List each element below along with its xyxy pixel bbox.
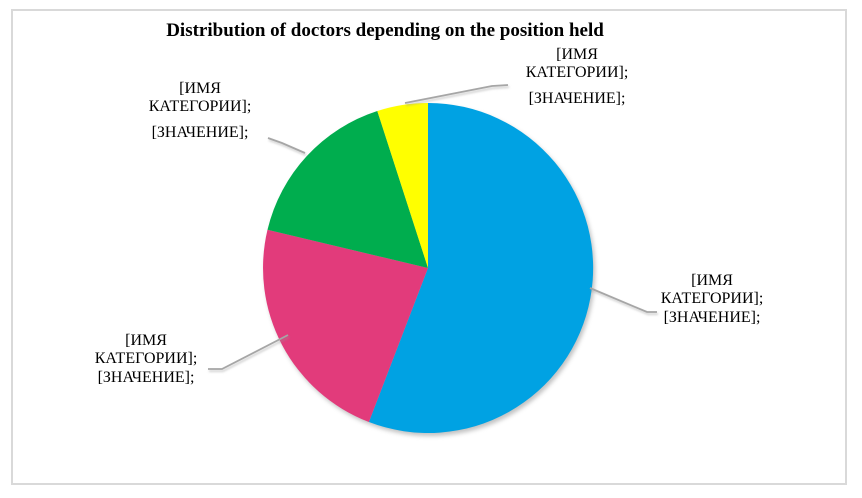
pie-slice-yellow (377, 103, 428, 268)
data-label-value: [ЗНАЧЕНИЕ]; (528, 90, 626, 107)
data-label-category: [ИМЯ КАТЕГОРИИ]; (148, 80, 252, 115)
data-label-category: [ИМЯ КАТЕГОРИИ]; (660, 272, 764, 307)
data-label-green: [ИМЯ КАТЕГОРИИ]; [ЗНАЧЕНИЕ]; (130, 80, 270, 142)
data-label-value: [ЗНАЧЕНИЕ]; (97, 369, 195, 386)
data-label-category: [ИМЯ КАТЕГОРИИ]; (94, 332, 198, 367)
pie-slice-blue (368, 102, 594, 433)
leader-line-yellow (404, 84, 509, 104)
data-label-yellow: [ИМЯ КАТЕГОРИИ]; [ЗНАЧЕНИЕ]; (507, 46, 647, 108)
data-label-pink: [ИМЯ КАТЕГОРИИ]; [ЗНАЧЕНИЕ]; (76, 332, 216, 387)
data-label-blue: [ИМЯ КАТЕГОРИИ]; [ЗНАЧЕНИЕ]; (642, 272, 782, 327)
data-label-category: [ИМЯ КАТЕГОРИИ]; (525, 46, 629, 81)
pie-slice-pink (263, 229, 428, 422)
pie-slice-green (267, 111, 428, 268)
leader-lines (208, 84, 657, 370)
data-label-value: [ЗНАЧЕНИЕ]; (663, 309, 761, 326)
leader-line-pink (208, 334, 289, 370)
data-label-value: [ЗНАЧЕНИЕ]; (151, 124, 249, 141)
chart-title: Distribution of doctors depending on the… (166, 20, 604, 41)
pie-slices (263, 102, 594, 433)
leader-line-blue (589, 287, 657, 313)
leader-line-green (267, 137, 306, 154)
